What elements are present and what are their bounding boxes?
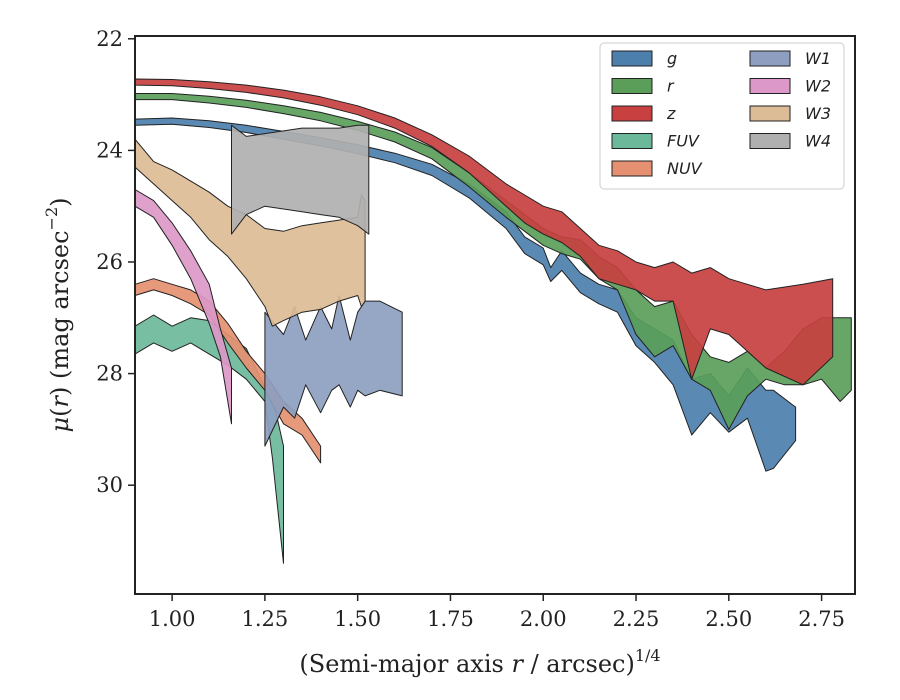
- band-w3: [134, 138, 366, 327]
- band-w4: [231, 124, 370, 235]
- bands-layer: [134, 78, 852, 564]
- legend-swatch-w1: [749, 50, 791, 67]
- band-z: [134, 78, 834, 386]
- y-tick-label: 24: [96, 138, 123, 162]
- y-axis-label: μ(r) (mag arcsec−2): [42, 197, 74, 432]
- x-tick-label: 2.50: [705, 607, 752, 631]
- y-axis: 22 24 26 28 30: [96, 27, 135, 497]
- legend-label-nuv: NUV: [667, 159, 703, 178]
- legend-swatch-r: [611, 78, 653, 94]
- legend-swatch-w4: [749, 133, 791, 149]
- x-tick-label: 2.25: [613, 607, 660, 631]
- x-axis-label: (Semi-major axis r / arcsec)1/4: [299, 646, 660, 678]
- band-w2: [134, 189, 232, 425]
- legend-label-fuv: FUV: [667, 132, 700, 151]
- legend-label-w1: W1: [805, 49, 831, 68]
- legend-swatch-z: [611, 105, 653, 122]
- legend-label-w3: W3: [805, 104, 831, 123]
- y-tick-label: 26: [96, 250, 123, 274]
- y-tick-label: 28: [96, 362, 123, 386]
- legend-label-z: z: [666, 104, 676, 123]
- legend-label-w4: W4: [805, 132, 831, 151]
- x-tick-label: 1.25: [242, 607, 289, 631]
- y-tick-label: 30: [96, 473, 123, 497]
- x-tick-label: 1.50: [334, 607, 381, 631]
- y-tick-label: 22: [96, 27, 123, 51]
- legend-swatch-g: [611, 50, 653, 67]
- legend-swatch-w3: [749, 105, 791, 122]
- legend-swatch-nuv: [611, 160, 653, 177]
- plot-frame: [134, 35, 856, 595]
- legend-swatch-fuv: [611, 133, 653, 149]
- x-tick-label: 1.75: [427, 607, 474, 631]
- x-axis: 1.00 1.25 1.50 1.75 2.00 2.25 2.50 2.75: [149, 594, 845, 631]
- legend-label-w2: W2: [805, 77, 831, 96]
- x-tick-label: 2.75: [798, 607, 845, 631]
- x-tick-label: 1.00: [149, 607, 196, 631]
- legend-swatch-w2: [749, 78, 791, 94]
- x-tick-label: 2.00: [520, 607, 567, 631]
- legend-label-r: r: [667, 77, 675, 96]
- legend-label-g: g: [667, 49, 677, 68]
- legend: grz FUV NUV W1 W2 W3 W4: [599, 42, 845, 190]
- band-fuv: [134, 314, 284, 564]
